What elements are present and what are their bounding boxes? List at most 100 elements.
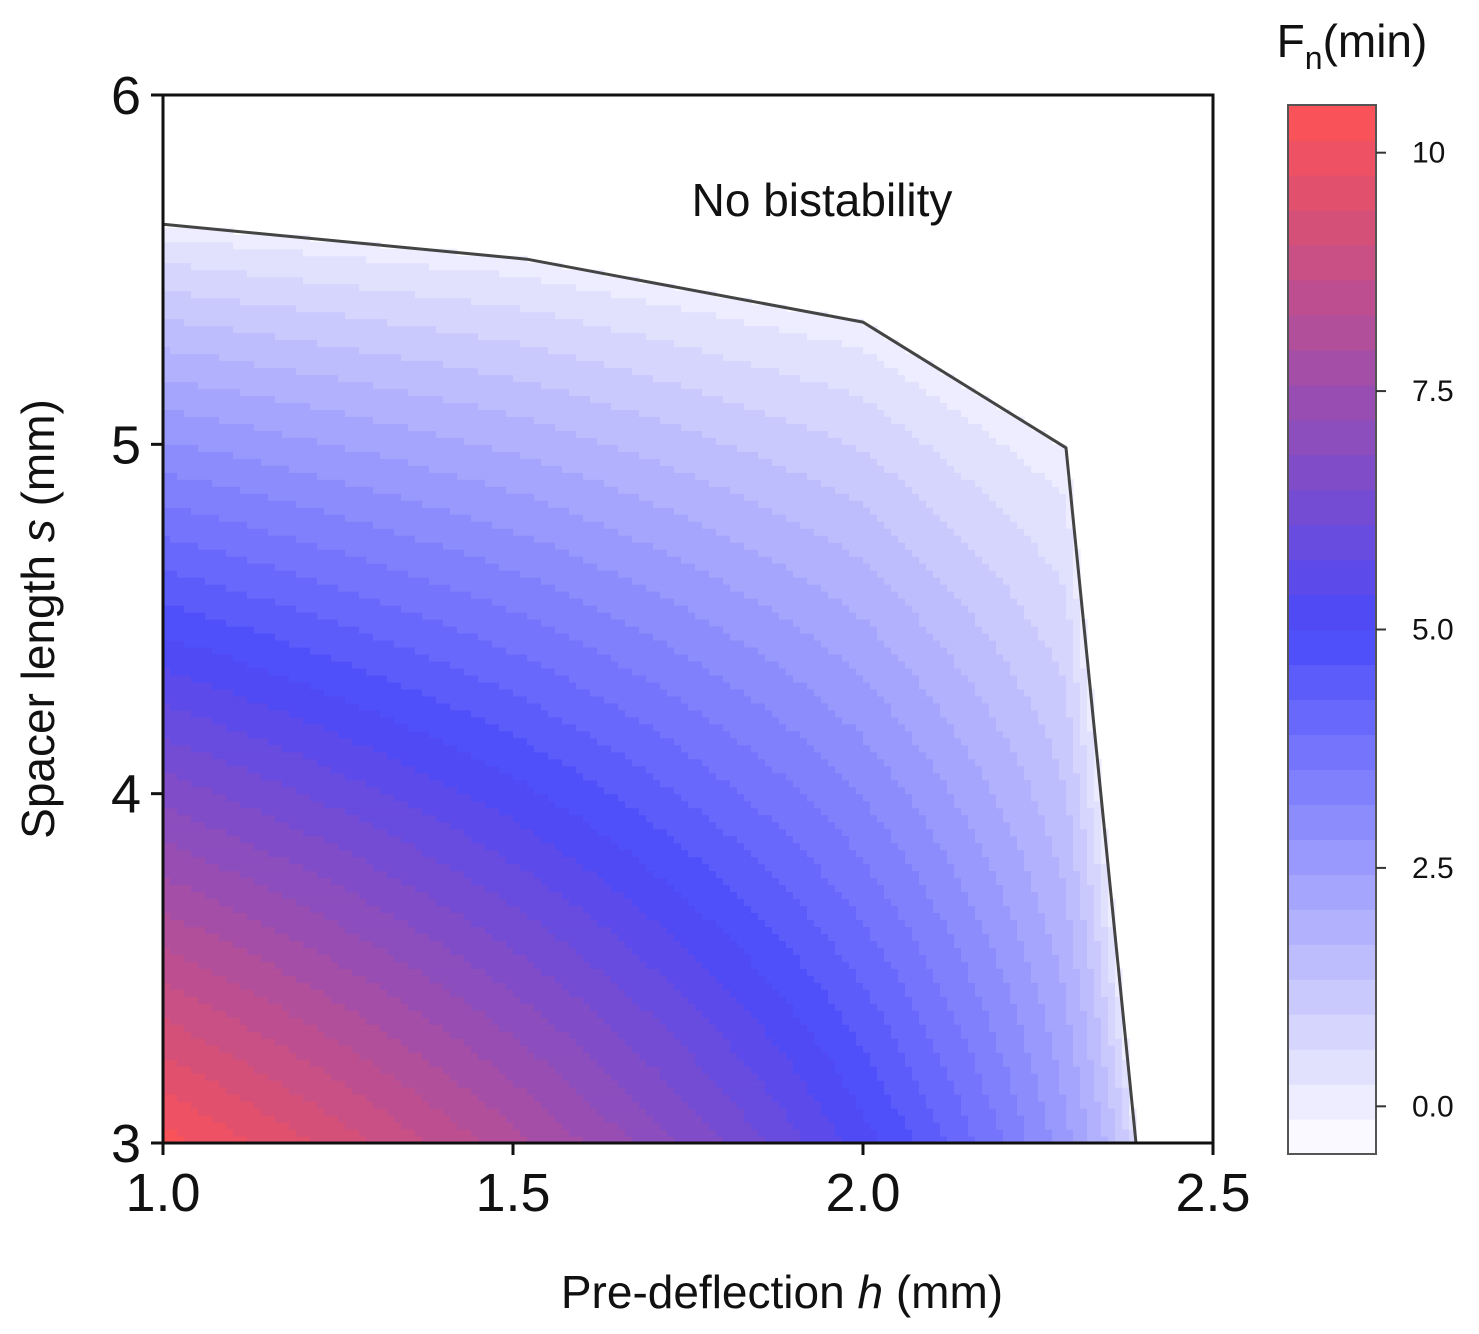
contour-cell	[324, 898, 332, 906]
contour-cell	[296, 773, 304, 781]
contour-cell	[331, 822, 339, 830]
contour-cell	[177, 347, 185, 355]
contour-cell	[233, 388, 241, 396]
contour-cell	[170, 598, 178, 606]
contour-cell	[324, 437, 332, 445]
contour-cell	[373, 633, 381, 641]
contour-cell	[310, 1087, 318, 1095]
contour-cell	[317, 829, 325, 837]
contour-cell	[359, 808, 367, 816]
contour-cell	[352, 374, 360, 382]
contour-cell	[331, 843, 339, 851]
contour-cell	[415, 486, 423, 494]
contour-cell	[401, 1052, 409, 1060]
contour-cell	[282, 423, 290, 431]
contour-cell	[212, 430, 220, 438]
contour-cell	[380, 1080, 388, 1088]
contour-cell	[373, 745, 381, 753]
contour-cell	[212, 878, 220, 886]
contour-cell	[240, 926, 248, 934]
contour-cell	[212, 514, 220, 522]
contour-cell	[205, 374, 213, 382]
contour-cell	[275, 1087, 283, 1095]
contour-cell	[366, 947, 374, 955]
contour-cell	[170, 738, 178, 746]
contour-cell	[345, 374, 353, 382]
contour-cell	[205, 521, 213, 529]
contour-cell	[366, 891, 374, 899]
contour-cell	[275, 1122, 283, 1130]
contour-cell	[240, 766, 248, 774]
contour-cell	[303, 815, 311, 823]
contour-cell	[219, 1129, 227, 1137]
contour-cell	[226, 1031, 234, 1039]
contour-cell	[366, 381, 374, 389]
contour-cell	[310, 926, 318, 934]
contour-cell	[359, 416, 367, 424]
contour-cell	[373, 416, 381, 424]
contour-cell	[359, 905, 367, 913]
contour-cell	[331, 1129, 339, 1137]
contour-cell	[219, 333, 227, 341]
contour-cell	[254, 514, 262, 522]
contour-cell	[240, 1059, 248, 1067]
contour-cell	[282, 570, 290, 578]
contour-cell	[240, 263, 248, 271]
contour-cell	[338, 989, 346, 997]
contour-cell	[261, 291, 269, 299]
contour-cell	[366, 773, 374, 781]
contour-cell	[282, 514, 290, 522]
contour-cell	[394, 857, 402, 865]
contour-cell	[422, 1115, 430, 1123]
contour-cell	[219, 584, 227, 592]
contour-cell	[296, 1080, 304, 1088]
contour-cell	[387, 947, 395, 955]
contour-cell	[338, 745, 346, 753]
contour-cell	[359, 1080, 367, 1088]
contour-cell	[198, 682, 206, 690]
contour-cell	[317, 926, 325, 934]
contour-cell	[415, 1087, 423, 1095]
contour-cell	[198, 354, 206, 362]
contour-cell	[191, 507, 199, 515]
contour-cell	[198, 298, 206, 306]
contour-cell	[373, 1122, 381, 1130]
contour-cell	[380, 989, 388, 997]
contour-cell	[275, 409, 283, 417]
contour-cell	[331, 479, 339, 487]
contour-cell	[317, 703, 325, 711]
contour-cell	[408, 982, 416, 990]
contour-cell	[205, 298, 213, 306]
contour-cell	[415, 409, 423, 417]
contour-cell	[422, 780, 430, 788]
contour-cell	[184, 256, 192, 264]
contour-cell	[275, 256, 283, 264]
contour-cell	[233, 926, 241, 934]
contour-cell	[233, 661, 241, 669]
contour-cell	[233, 577, 241, 585]
contour-cell	[359, 612, 367, 620]
contour-cell	[310, 591, 318, 599]
contour-cell	[408, 689, 416, 697]
contour-cell	[268, 458, 276, 466]
contour-cell	[226, 933, 234, 941]
contour-cell	[184, 472, 192, 480]
contour-cell	[254, 808, 262, 816]
contour-cell	[184, 850, 192, 858]
contour-cell	[268, 305, 276, 313]
contour-cell	[198, 780, 206, 788]
contour-cell	[261, 556, 269, 564]
contour-cell	[275, 312, 283, 320]
contour-cell	[240, 794, 248, 802]
contour-cell	[268, 472, 276, 480]
contour-cell	[198, 1080, 206, 1088]
contour-cell	[226, 570, 234, 578]
contour-cell	[198, 975, 206, 983]
contour-cell	[394, 850, 402, 858]
contour-cell	[373, 486, 381, 494]
contour-cell	[387, 717, 395, 725]
contour-cell	[387, 766, 395, 774]
contour-cell	[254, 801, 262, 809]
contour-cell	[366, 919, 374, 927]
contour-cell	[275, 794, 283, 802]
